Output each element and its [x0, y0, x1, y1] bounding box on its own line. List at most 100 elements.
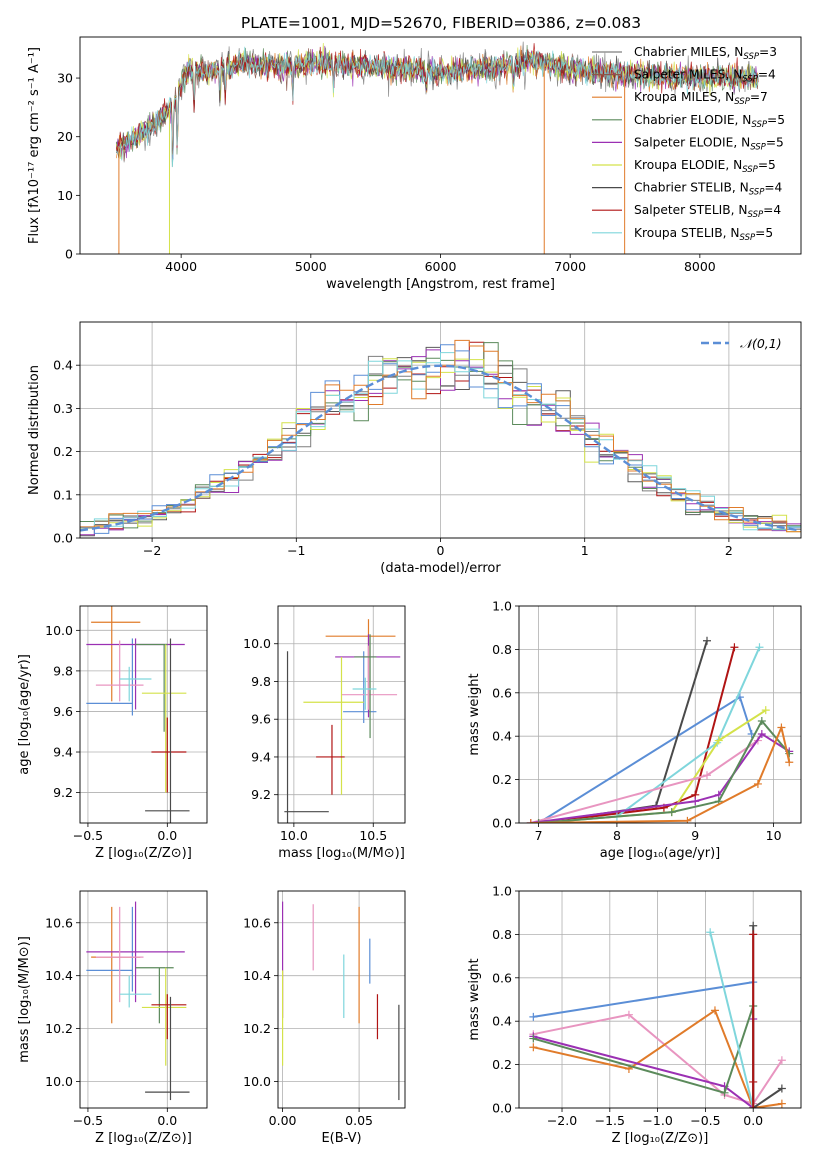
- legend-count: =5: [755, 226, 773, 240]
- y-tick-label: 9.2: [251, 787, 271, 802]
- axes-frame: [277, 605, 406, 824]
- x-tick-label: −2.0: [547, 1113, 577, 1128]
- x-tick-label: 7: [535, 828, 543, 843]
- x-tick-label: 0.0: [157, 828, 177, 843]
- y-tick-label: 0.4: [492, 729, 512, 744]
- y-tick-label: 9.6: [251, 712, 271, 727]
- y-tick-label: 10: [57, 188, 73, 203]
- legend-name: Chabrier STELIB, N: [634, 181, 749, 195]
- y-tick-label: 0: [65, 247, 73, 262]
- legend-count: =5: [766, 135, 784, 149]
- series-marker: [526, 819, 535, 823]
- series-line: [533, 981, 754, 1018]
- y-tick-label: 9.6: [53, 704, 73, 719]
- y-tick-label: 9.4: [53, 745, 73, 760]
- y-tick-label: 0.2: [492, 772, 512, 787]
- y-tick-label: 9.4: [251, 749, 271, 764]
- y-tick-label: 10.0: [45, 1074, 73, 1089]
- y-tick-label: 0.0: [492, 816, 512, 831]
- legend-count: =3: [759, 45, 777, 59]
- x-tick-label: −1.0: [642, 1113, 672, 1128]
- age-vs-mass-panel: 10.0 10.5 9.2 9.4 9.6 9.8 10.0 mass [log₁₀(M/M⊙…: [243, 605, 406, 861]
- x-tick-label: 0.00: [269, 1113, 297, 1128]
- y-axis-label: Flux [fλ10⁻¹⁷ erg cm⁻² s⁻¹ A⁻¹]: [27, 47, 42, 244]
- series-marker: [730, 643, 739, 652]
- x-tick-label: 0.0: [157, 1113, 177, 1128]
- x-axis-label: Z [log₁₀(Z/Z⊙)]: [612, 1131, 709, 1146]
- x-tick-label: −0.5: [690, 1113, 720, 1128]
- spectrum-line-salpeter-stelib: [115, 43, 759, 155]
- y-tick-label: 0.8: [492, 642, 512, 657]
- y-tick-label: 10.0: [45, 623, 73, 638]
- series-marker: [703, 771, 711, 780]
- mass-vs-ebv-panel: 0.00 0.05 10.0 10.2 10.4 10.6 E(B-V): [243, 890, 406, 1146]
- x-tick-label: 1: [581, 543, 589, 558]
- y-axis-label: mass [log₁₀(M/M⊙)]: [17, 936, 32, 1063]
- mass-weight-vs-metallicity-panel: −2.0 −1.5 −1.0 −0.5 0.0 0.0 0.2 0.4 0.6 0.8 1.0 Z […: [467, 884, 802, 1146]
- y-tick-label: 0.6: [492, 970, 512, 985]
- mass-weight-vs-age-panel: 7 8 9 10 0.0 0.2 0.4 0.6 0.8 1.0 age [log₁₀(age/yr…: [467, 599, 802, 861]
- series-marker: [534, 819, 543, 823]
- y-tick-label: 10.2: [243, 1021, 271, 1036]
- series-marker: [749, 921, 758, 930]
- axes-frame: [518, 605, 802, 824]
- legend-subscript: SSP: [740, 233, 756, 243]
- y-tick-label: 10.6: [45, 915, 73, 930]
- y-tick-label: 10.4: [243, 968, 271, 983]
- series-marker: [777, 1056, 786, 1065]
- x-tick-label: 0.0: [743, 1113, 763, 1128]
- y-tick-label: 1.0: [492, 599, 512, 614]
- series-marker: [755, 643, 764, 652]
- legend-label: Salpeter STELIB, NSSP=4: [634, 203, 781, 220]
- series-line: [533, 1019, 755, 1108]
- x-tick-label: 8: [613, 828, 621, 843]
- x-axis-label: age [log₁₀(age/yr)]: [600, 846, 721, 861]
- y-tick-label: 10.4: [45, 968, 73, 983]
- legend-subscript: SSP: [742, 75, 758, 85]
- y-tick-label: 9.2: [53, 785, 73, 800]
- legend-count: =7: [750, 90, 768, 104]
- legend-count: =5: [767, 113, 785, 127]
- plot-area: [281, 901, 400, 1101]
- series-marker: [785, 758, 794, 767]
- plot-area: [284, 619, 401, 823]
- spectrum-panel: 4000 5000 6000 7000 8000 0 10 20 30 wavelength [A…: [27, 36, 802, 292]
- series-marker: [703, 636, 711, 645]
- legend-name: Chabrier MILES, N: [634, 45, 743, 59]
- y-tick-label: 1.0: [492, 884, 512, 899]
- legend-name: Salpeter ELODIE, N: [634, 135, 750, 149]
- legend-label: Salpeter ELODIE, NSSP=5: [634, 135, 784, 152]
- x-tick-label: 9: [691, 828, 699, 843]
- mass-vs-metallicity-panel: −0.5 0.0 10.0 10.2 10.4 10.6 Z [log₁₀(Z/Z⊙)] ma…: [17, 890, 208, 1146]
- y-tick-label: 10.0: [243, 1074, 271, 1089]
- y-axis-label: Normed distribution: [27, 365, 42, 495]
- y-tick-label: 0.8: [492, 927, 512, 942]
- series-marker: [706, 928, 715, 937]
- plot-area: [86, 606, 190, 823]
- x-tick-label: 5000: [295, 259, 327, 274]
- series-marker: [761, 706, 770, 715]
- x-axis-label: Z [log₁₀(Z/Z⊙)]: [95, 846, 192, 861]
- legend-count: =4: [758, 68, 776, 82]
- legend-label: Chabrier STELIB, NSSP=4: [634, 181, 783, 198]
- y-tick-label: 30: [57, 71, 73, 86]
- series-marker: [624, 1010, 633, 1019]
- series-line: [709, 931, 755, 1108]
- series-marker: [757, 717, 766, 726]
- legend-subscript: SSP: [750, 142, 766, 152]
- histogram-step-series: [80, 352, 801, 531]
- y-tick-label: 9.8: [251, 674, 271, 689]
- x-axis-label: mass [log₁₀(M/M⊙)]: [278, 846, 405, 861]
- axes-frame: [277, 890, 406, 1109]
- y-tick-label: 0.4: [53, 358, 73, 373]
- series-marker: [749, 1104, 758, 1108]
- x-tick-label: −0.5: [73, 828, 103, 843]
- age-vs-metallicity-panel: −0.5 0.0 9.2 9.4 9.6 9.8 10.0 Z [log₁₀(Z/Z⊙)] ag…: [17, 605, 208, 861]
- legend-name: Kroupa STELIB, N: [634, 226, 740, 240]
- plot-area: [86, 901, 190, 1101]
- x-tick-label: −2: [143, 543, 161, 558]
- series-marker: [720, 1088, 729, 1097]
- plot-area: [115, 41, 759, 254]
- y-axis-label: age [log₁₀(age/yr)]: [17, 654, 32, 775]
- y-axis-label: mass weight: [467, 958, 482, 1040]
